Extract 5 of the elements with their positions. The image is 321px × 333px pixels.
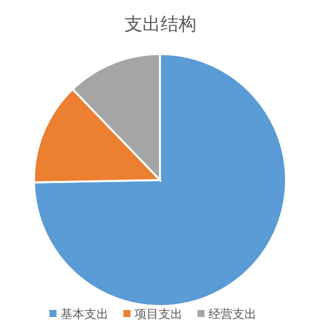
chart-title: 支出结构 — [124, 14, 196, 35]
legend-label: 基本支出 — [60, 307, 108, 321]
legend-label: 经营支出 — [208, 307, 256, 321]
legend-label: 项目支出 — [134, 307, 182, 321]
pie-slice — [33, 53, 287, 307]
